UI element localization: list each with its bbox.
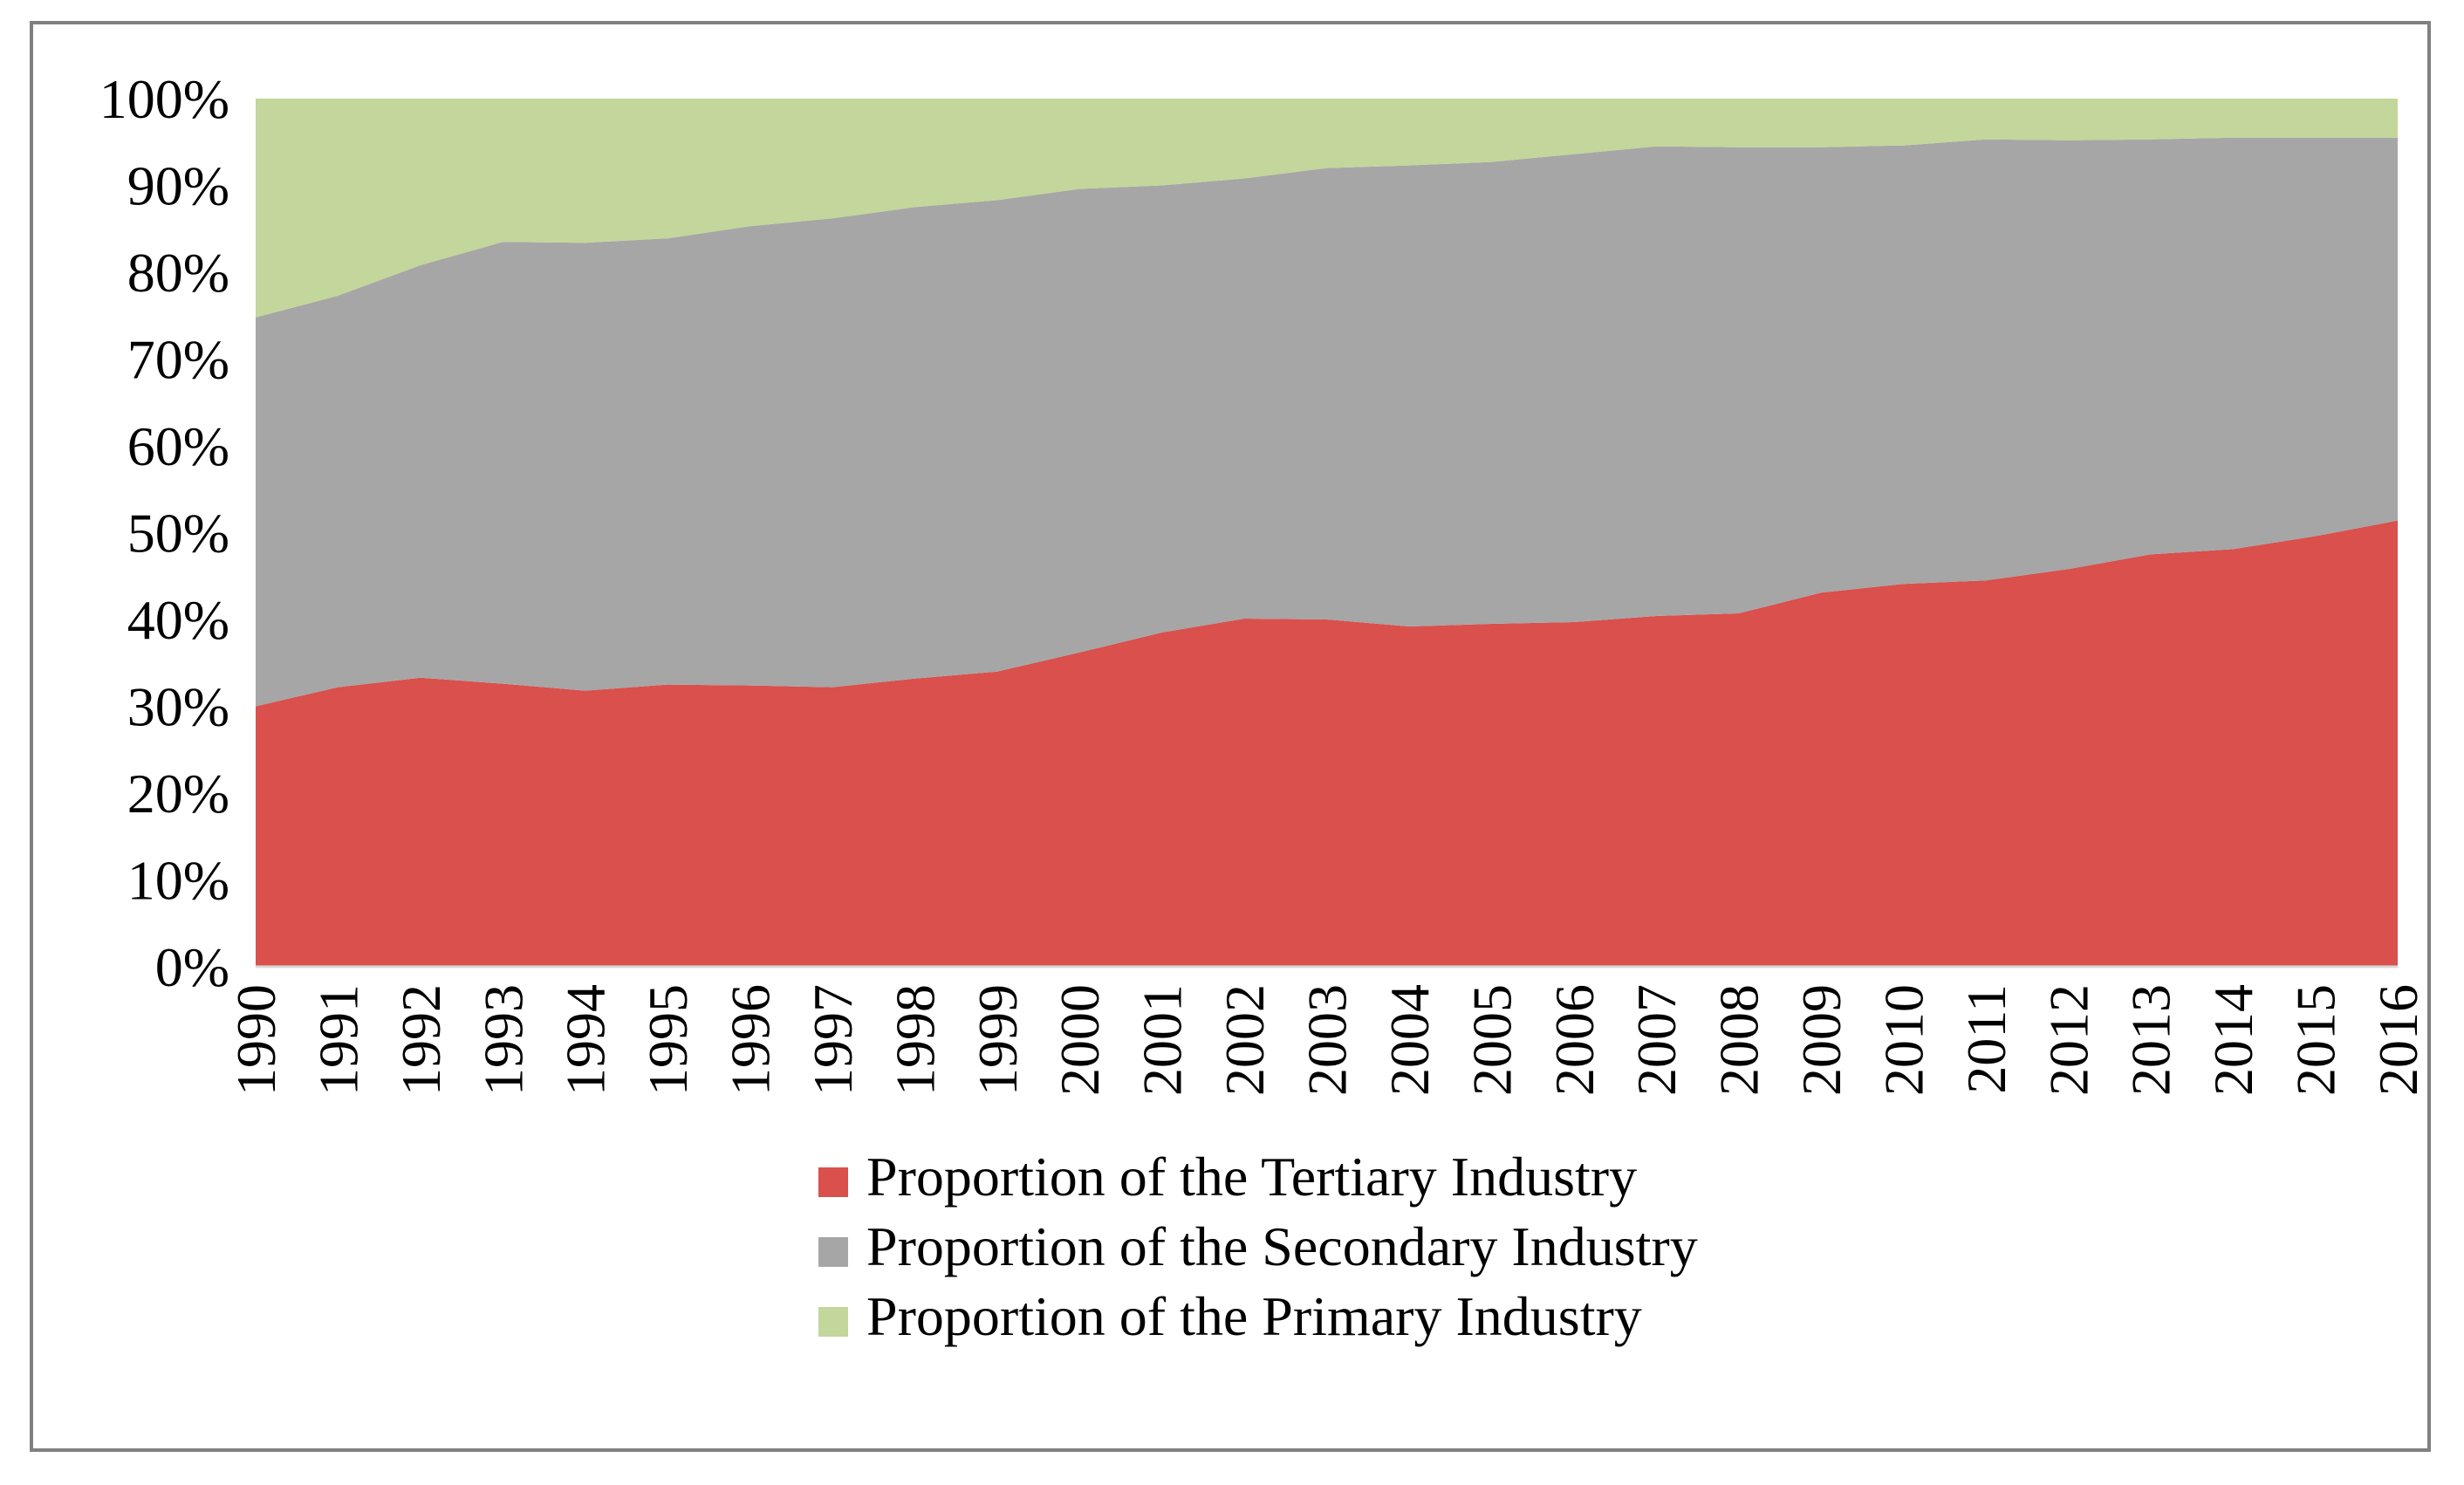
x-tick-label: 2013	[2120, 984, 2182, 1096]
x-tick-label: 1991	[307, 984, 369, 1096]
x-tick-label: 2016	[2367, 984, 2427, 1096]
x-tick-label: 2014	[2202, 984, 2264, 1096]
x-tick-label: 2008	[1708, 984, 1770, 1096]
x-tick-label: 2009	[1790, 984, 1852, 1096]
y-tick-label: 100%	[99, 68, 229, 130]
x-tick-label: 2011	[1955, 984, 2017, 1094]
x-tick-label: 2003	[1297, 984, 1359, 1096]
chart-frame: 0% 10% 20% 30% 40% 50% 60% 70% 80% 90% 100% 1990 19…	[30, 21, 2431, 1452]
x-tick-label: 2001	[1132, 984, 1194, 1096]
legend-label: Proportion of the Tertiary Industry	[866, 1146, 1637, 1208]
y-tick-label: 80%	[127, 242, 229, 304]
legend-swatch	[818, 1237, 848, 1267]
area-layers	[256, 99, 2398, 967]
x-tick-label: 1996	[720, 984, 782, 1096]
legend-label: Proportion of the Primary Industry	[866, 1285, 1642, 1347]
x-tick-label: 2005	[1461, 984, 1523, 1096]
x-tick-label: 1994	[555, 984, 617, 1096]
legend: Proportion of the Tertiary Industry Propo…	[818, 1146, 1698, 1347]
y-tick-label: 20%	[127, 763, 229, 825]
x-tick-label: 1993	[472, 984, 534, 1096]
x-tick-label: 1999	[967, 984, 1029, 1096]
y-tick-label: 60%	[127, 415, 229, 477]
y-axis: 0% 10% 20% 30% 40% 50% 60% 70% 80% 90% 100%	[99, 68, 229, 998]
x-tick-label: 2007	[1626, 984, 1687, 1096]
y-tick-label: 70%	[127, 329, 229, 391]
x-tick-label: 2012	[2037, 984, 2099, 1096]
y-tick-label: 40%	[127, 589, 229, 651]
y-tick-label: 30%	[127, 676, 229, 738]
legend-label: Proportion of the Secondary Industry	[866, 1215, 1698, 1277]
x-tick-label: 2004	[1379, 984, 1441, 1096]
x-tick-label: 1998	[884, 984, 946, 1096]
x-tick-label: 1995	[637, 984, 699, 1096]
x-tick-label: 2000	[1049, 984, 1111, 1096]
area-series-1	[256, 137, 2398, 707]
legend-swatch	[818, 1307, 848, 1337]
x-tick-label: 1992	[390, 984, 452, 1096]
area-series-2	[256, 99, 2398, 318]
y-tick-label: 90%	[127, 155, 229, 217]
y-tick-label: 10%	[127, 850, 229, 912]
x-axis: 1990 1991 1992 1993 1994 1995 1996 1997 1998 1999…	[225, 965, 2427, 1096]
x-tick-label: 2006	[1543, 984, 1605, 1096]
x-tick-label: 1990	[225, 984, 287, 1096]
y-tick-label: 0%	[155, 936, 229, 998]
x-tick-label: 2002	[1214, 984, 1276, 1096]
y-tick-label: 50%	[127, 503, 229, 565]
x-tick-label: 2015	[2285, 984, 2347, 1096]
legend-swatch	[818, 1167, 848, 1197]
x-tick-label: 2010	[1872, 984, 1934, 1096]
area-series-0	[256, 520, 2398, 967]
stacked-area-chart: 0%10%20%30%40%50%60%70%80%90%100% 1990 19…	[99, 68, 2427, 1347]
x-tick-label: 1997	[802, 984, 864, 1096]
